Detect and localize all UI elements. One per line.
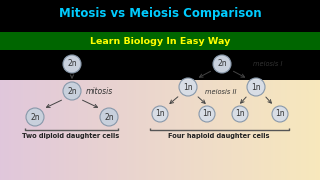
Circle shape (232, 106, 248, 122)
Text: 2n: 2n (30, 112, 40, 122)
Text: 2n: 2n (217, 60, 227, 69)
Text: Mitosis vs Meiosis Comparison: Mitosis vs Meiosis Comparison (59, 8, 261, 21)
Circle shape (179, 78, 197, 96)
Circle shape (152, 106, 168, 122)
Polygon shape (0, 0, 320, 32)
Circle shape (100, 108, 118, 126)
Text: meiosis II: meiosis II (205, 89, 236, 95)
Circle shape (63, 55, 81, 73)
Text: 1n: 1n (235, 109, 245, 118)
Circle shape (26, 108, 44, 126)
Text: Four haploid daughter cells: Four haploid daughter cells (168, 133, 270, 139)
Text: mitosis: mitosis (86, 87, 113, 96)
Circle shape (63, 82, 81, 100)
Text: Two diploid daughter cells: Two diploid daughter cells (22, 133, 120, 139)
Polygon shape (0, 32, 320, 50)
Text: 2n: 2n (67, 60, 77, 69)
Text: 1n: 1n (155, 109, 165, 118)
Circle shape (272, 106, 288, 122)
Text: Learn Biology In Easy Way: Learn Biology In Easy Way (90, 37, 230, 46)
Text: 2n: 2n (67, 87, 77, 96)
Circle shape (247, 78, 265, 96)
Circle shape (199, 106, 215, 122)
Text: 2n: 2n (104, 112, 114, 122)
Circle shape (213, 55, 231, 73)
Text: meiosis I: meiosis I (253, 61, 283, 67)
Text: 1n: 1n (251, 82, 261, 91)
Text: 1n: 1n (202, 109, 212, 118)
Text: 1n: 1n (275, 109, 285, 118)
Text: 1n: 1n (183, 82, 193, 91)
